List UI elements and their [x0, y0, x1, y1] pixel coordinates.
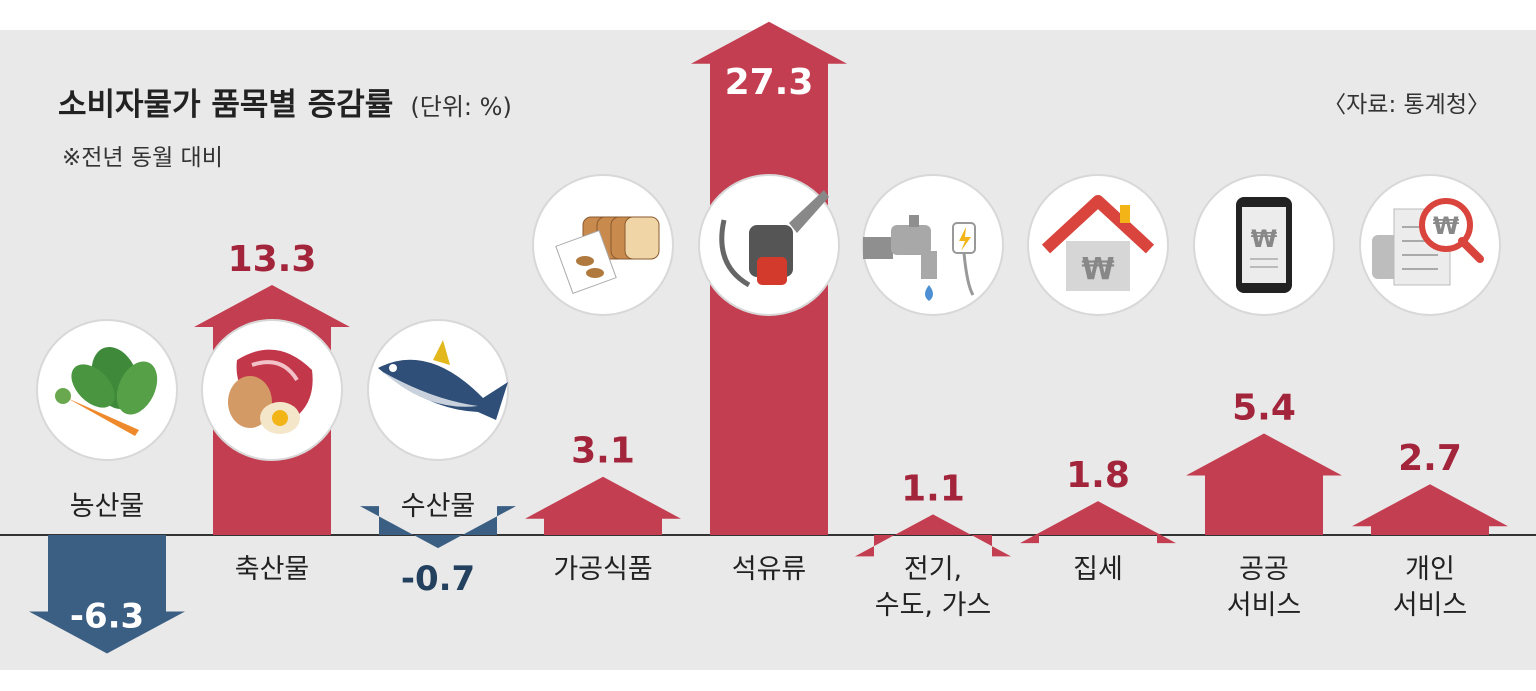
bar-arrow-7	[1186, 433, 1342, 535]
chart-title: 소비자물가 품목별 증감률 (단위: %)	[58, 87, 512, 123]
bar-group-0: -6.3 농산물	[29, 319, 185, 654]
value-label-2: -0.7	[401, 559, 475, 599]
bar-arrow-5	[855, 514, 1011, 557]
category-label-0: 농산물	[70, 491, 145, 522]
svg-text:₩: ₩	[1081, 252, 1114, 287]
chart-note: ※전년 동월 대비	[62, 145, 223, 171]
svg-text:₩: ₩	[1251, 225, 1278, 253]
category-label-line: 수산물	[401, 491, 476, 522]
value-label-7: 5.4	[1232, 387, 1296, 428]
chart-source: 〈자료: 통계청〉	[1323, 92, 1490, 118]
value-label-5: 1.1	[901, 468, 965, 509]
bar-arrow-3	[525, 476, 681, 535]
bar-group-2: -0.7 수산물	[360, 319, 516, 599]
category-label-1: 축산물	[235, 554, 310, 585]
category-label-3: 가공식품	[553, 554, 652, 585]
category-label-line: 석유류	[732, 554, 807, 585]
category-label-line: 공공	[1239, 554, 1289, 585]
category-label-2: 수산물	[401, 491, 476, 522]
bar-group-3: 3.1 가공식품	[525, 174, 681, 585]
category-label-6: 집세	[1073, 554, 1123, 585]
bar-arrow-2	[360, 506, 516, 549]
category-label-line: 서비스	[1393, 590, 1468, 621]
value-label-8: 2.7	[1398, 438, 1462, 479]
category-label-line: 축산물	[235, 554, 310, 585]
bar-arrow-8	[1352, 484, 1508, 535]
house-won-icon: ₩	[1041, 195, 1155, 291]
fuel-nozzle-icon	[719, 190, 829, 288]
bar-arrow-0	[29, 535, 185, 654]
category-label-line: 농산물	[70, 491, 145, 522]
category-label-5: 전기, 수도, 가스	[875, 554, 992, 621]
bar-arrow-6	[1020, 501, 1176, 544]
value-label-3: 3.1	[571, 431, 635, 472]
phone-won-icon: ₩	[1236, 197, 1292, 293]
category-label-line: 개인	[1405, 554, 1455, 585]
svg-text:₩: ₩	[1433, 212, 1460, 240]
category-label-line: 서비스	[1227, 590, 1302, 621]
category-label-line: 전기,	[904, 554, 962, 585]
bar-group-1: 13.3 축산물	[194, 239, 350, 585]
bar-group-5: 1.1 전기, 수도, 가스	[855, 174, 1011, 621]
category-label-line: 집세	[1073, 554, 1123, 585]
bread-icon	[555, 216, 660, 294]
bars-layer: -6.3 농산물 13.3 축산물 -0.7 수산물 3.1 가공식품 27.3 석유류 1.1 전기…	[29, 21, 1508, 654]
bar-group-6: 1.8 ₩ 집세	[1020, 174, 1176, 585]
bar-group-4: 27.3 석유류	[691, 21, 847, 585]
category-label-line: 수도, 가스	[875, 590, 992, 621]
value-label-0: -6.3	[70, 596, 144, 636]
receipt-won-icon: ₩	[1372, 198, 1484, 286]
value-label-4: 27.3	[725, 62, 814, 103]
unit-label: (단위: %)	[410, 93, 511, 121]
category-label-4: 석유류	[732, 554, 807, 585]
meat-eggs-icon	[228, 349, 313, 434]
value-label-1: 13.3	[228, 239, 317, 280]
value-label-6: 1.8	[1066, 455, 1130, 496]
fish-icon	[378, 340, 508, 420]
chart-title-text: 소비자물가 품목별 증감률	[58, 87, 393, 123]
faucet-plug-icon	[863, 215, 976, 301]
vegetables-icon	[55, 347, 158, 436]
category-label-line: 가공식품	[553, 554, 652, 585]
